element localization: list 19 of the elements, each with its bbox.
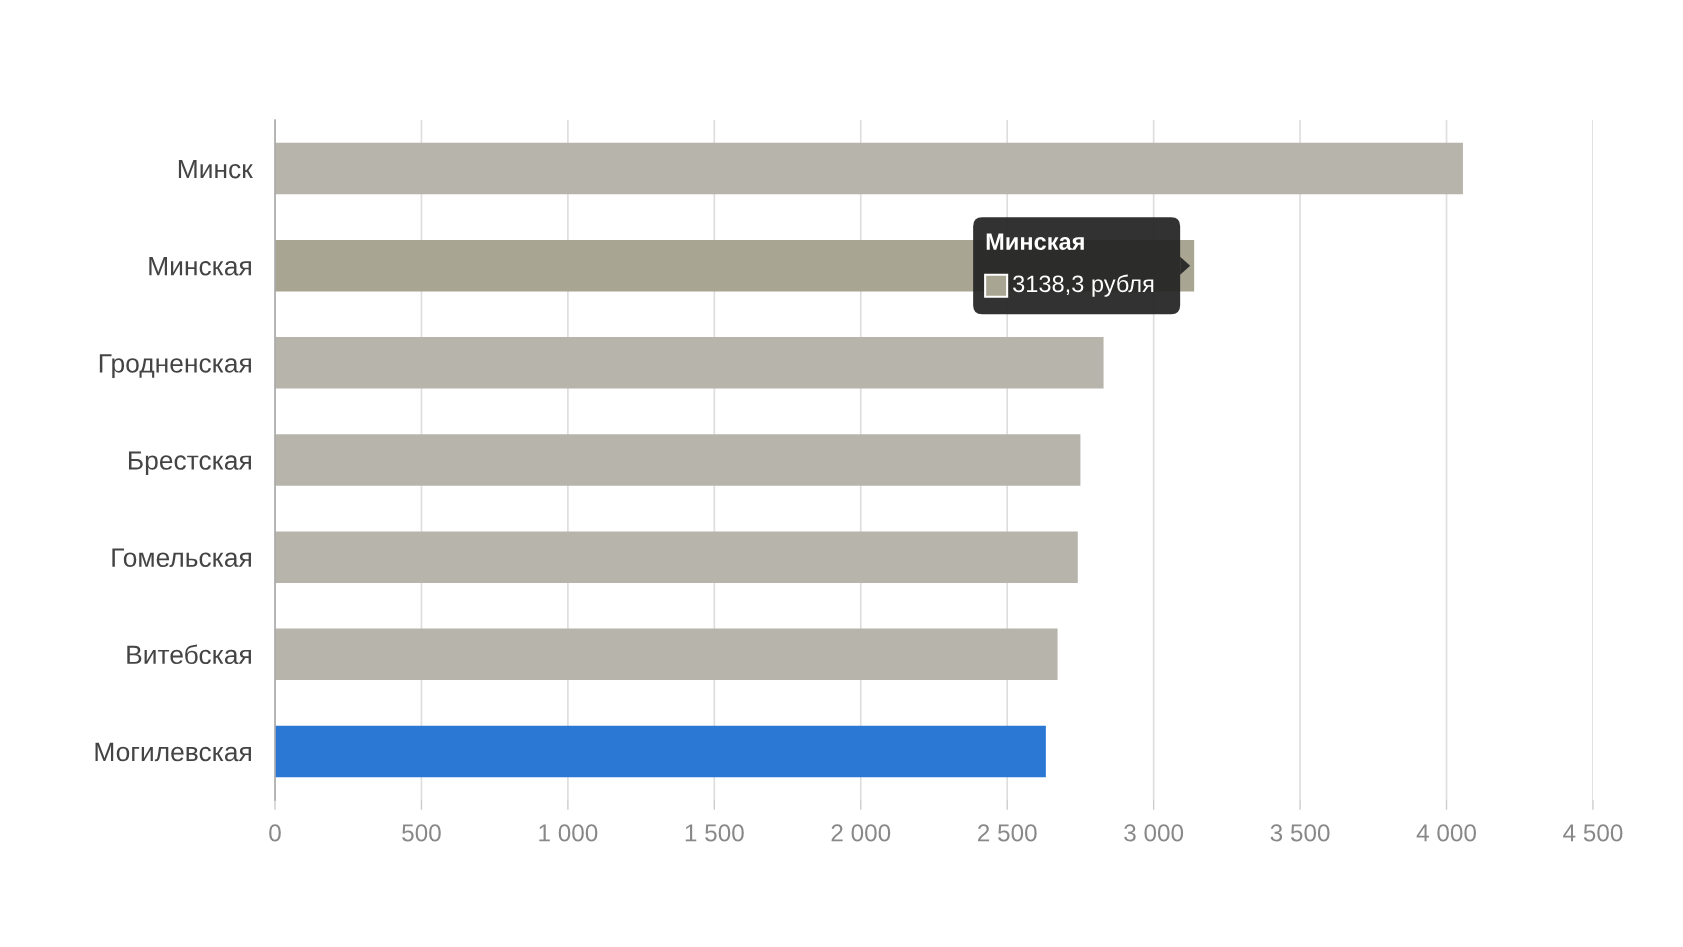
- y-tick-label: Витебская: [127, 644, 251, 665]
- y-tick-label: Минская: [149, 257, 251, 276]
- x-tick-label: 500: [402, 824, 441, 842]
- y-tick-label: Брестская: [129, 451, 251, 476]
- y-tick-label: Гомельская: [112, 548, 251, 567]
- bar: [275, 725, 1046, 778]
- x-tick-label: 2 000: [831, 824, 891, 842]
- x-tick-label: 4 500: [1563, 824, 1623, 842]
- x-tick-label: 3 500: [1270, 824, 1330, 842]
- x-tick-label: 1 000: [539, 824, 598, 842]
- y-tick-label: Могилевская: [95, 742, 251, 762]
- x-tick-label: 2 500: [978, 824, 1037, 842]
- x-tick-label: 0: [269, 824, 281, 842]
- y-tick-label: Гродненская: [99, 354, 251, 378]
- annotation: Минская 3138,3 рубля: [986, 233, 1154, 297]
- x-tick-label: 3 000: [1124, 824, 1184, 842]
- x-tick-label: 1 500: [685, 824, 744, 842]
- y-tick-label: Минск: [178, 159, 253, 179]
- x-tick-label: 4 000: [1416, 824, 1476, 842]
